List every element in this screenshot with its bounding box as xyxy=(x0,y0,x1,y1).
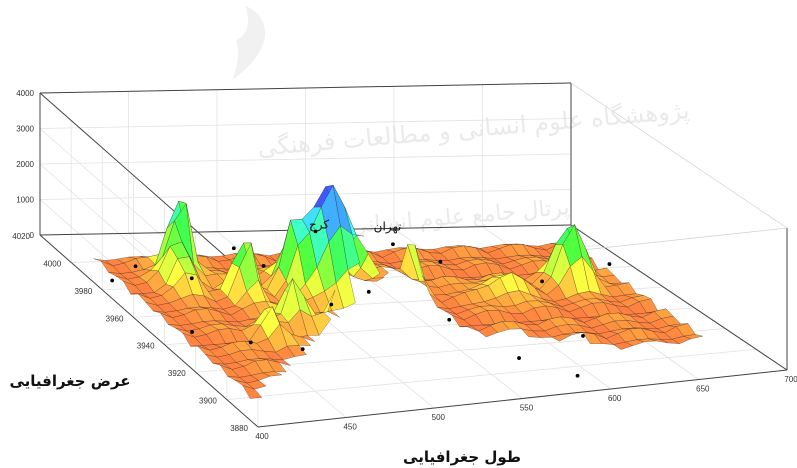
surface-facet xyxy=(266,359,287,373)
box-edge xyxy=(39,234,259,428)
x-tick-label: 450 xyxy=(343,423,357,432)
box-edge xyxy=(257,369,788,428)
station-point xyxy=(607,262,612,266)
watermark: پژوهشگاه علوم انسانی و مطالعات فرهنگی پر… xyxy=(232,6,691,239)
station-point xyxy=(110,278,115,283)
x-axis-title: طول جغرافیایی xyxy=(403,448,521,466)
surface-facet xyxy=(336,269,356,309)
y-tick-label: 3940 xyxy=(137,342,155,351)
z-tick-label: 4000 xyxy=(16,89,34,98)
station-point xyxy=(133,264,138,269)
station-point xyxy=(540,279,544,284)
station-point xyxy=(391,242,395,247)
surface-facet xyxy=(311,312,332,336)
surface-facet xyxy=(242,385,263,399)
surface-facet xyxy=(286,345,307,357)
surface-facet xyxy=(291,333,312,346)
station-point xyxy=(231,246,236,251)
surface-facet xyxy=(271,358,291,366)
surface-facet xyxy=(364,277,385,282)
box-edge xyxy=(39,92,259,286)
station-point xyxy=(581,334,585,338)
back-wall-grid-z xyxy=(39,153,572,165)
z-tick-label: 1000 xyxy=(16,196,34,205)
box-edge xyxy=(39,82,572,94)
station-point xyxy=(329,302,334,307)
station-point xyxy=(313,229,318,234)
annotation-karaj: کرج xyxy=(309,218,329,233)
station-point xyxy=(438,259,443,264)
box-edge xyxy=(570,224,788,371)
z-tick-label: 2000 xyxy=(16,160,34,169)
surface-facet xyxy=(246,380,267,390)
x-tick-label: 700 xyxy=(784,375,797,384)
y-tick-label: 4020 xyxy=(12,232,30,241)
back-wall-grid-z xyxy=(39,118,572,129)
surface-facet xyxy=(360,253,381,279)
station-point xyxy=(261,264,266,268)
tick-labels: 400 450 500 550 600 650 700 3880 3900 3920 3940 396… xyxy=(12,89,797,441)
surface-facet xyxy=(344,207,364,237)
station-point xyxy=(189,276,194,281)
x-tick-label: 500 xyxy=(432,413,446,422)
station-point xyxy=(517,356,521,360)
surface-facet xyxy=(683,334,703,339)
watermark-line1: پژوهشگاه علوم انسانی و مطالعات فرهنگی xyxy=(256,96,690,162)
y-tick-label: 3900 xyxy=(199,397,217,406)
y-tick-label: 3980 xyxy=(74,287,92,296)
station-point xyxy=(575,373,580,378)
x-tick-label: 550 xyxy=(520,404,534,413)
station-markers xyxy=(110,229,612,378)
surface-facet xyxy=(320,310,340,318)
y-tick-label: 3960 xyxy=(106,314,124,323)
back-wall-grid-z xyxy=(39,189,572,200)
station-point xyxy=(366,289,371,294)
y-tick-label: 4000 xyxy=(43,259,61,268)
floor-grid-y xyxy=(226,348,757,400)
watermark-logo xyxy=(232,6,266,80)
station-point xyxy=(248,340,253,345)
x-tick-label: 600 xyxy=(608,394,622,403)
y-tick-label: 3880 xyxy=(230,424,248,433)
surface-facet xyxy=(340,225,360,270)
station-point xyxy=(447,317,452,322)
surface-facet xyxy=(262,371,283,377)
station-point xyxy=(190,330,195,334)
z-tick-label: 0 xyxy=(30,231,35,240)
station-point xyxy=(300,347,305,352)
z-tick-label: 3000 xyxy=(16,125,34,134)
box-edge xyxy=(570,82,788,229)
surface-mesh xyxy=(93,184,703,399)
x-tick-label: 400 xyxy=(255,432,269,441)
y-axis-title: عرض جغرافیایی xyxy=(9,372,130,390)
x-tick-label: 650 xyxy=(696,385,710,394)
y-tick-label: 3920 xyxy=(168,369,186,378)
annotation-tehran: تهران xyxy=(374,220,402,235)
